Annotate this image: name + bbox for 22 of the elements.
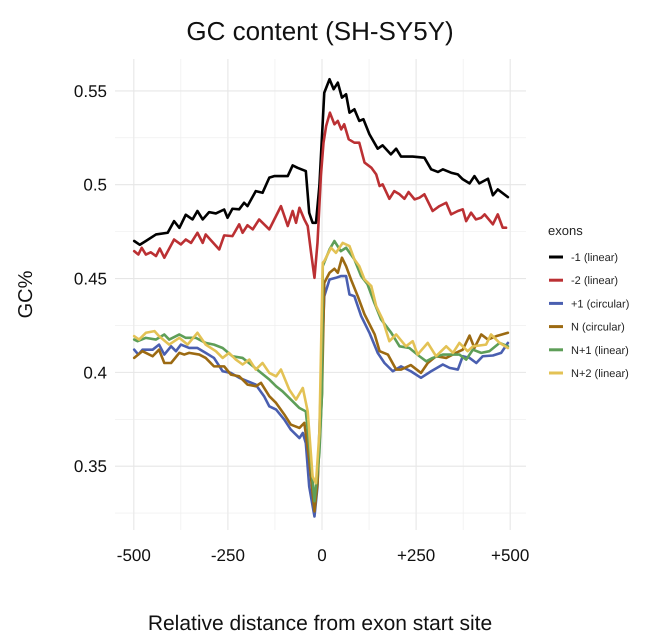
x-tick-label: 0 <box>317 546 327 565</box>
x-tick-label: +500 <box>491 546 530 565</box>
y-tick-label: 0.55 <box>74 82 107 101</box>
legend-label: N (circular) <box>571 322 625 334</box>
x-tick-label: -250 <box>210 546 245 565</box>
legend-label: -2 (linear) <box>571 275 618 288</box>
line-series <box>132 78 510 246</box>
y-tick-label: 0.5 <box>83 176 107 195</box>
y-tick-label: 0.45 <box>74 270 107 289</box>
line-series <box>132 111 508 280</box>
legend-label: +1 (circular) <box>571 298 630 310</box>
legend-title: exons <box>548 223 584 238</box>
legend-label: -1 (linear) <box>571 252 618 264</box>
legend-label: N+2 (linear) <box>571 368 629 380</box>
x-axis-title: Relative distance from exon start site <box>148 612 492 632</box>
y-tick-label: 0.4 <box>83 363 107 382</box>
legend-label: N+1 (linear) <box>571 344 629 357</box>
x-tick-label: +250 <box>396 546 436 565</box>
x-tick-label: -500 <box>116 546 151 565</box>
y-tick-label: 0.35 <box>74 457 107 476</box>
chart-title: GC content (SH-SY5Y) <box>186 16 454 46</box>
y-axis-title: GC% <box>15 270 37 318</box>
